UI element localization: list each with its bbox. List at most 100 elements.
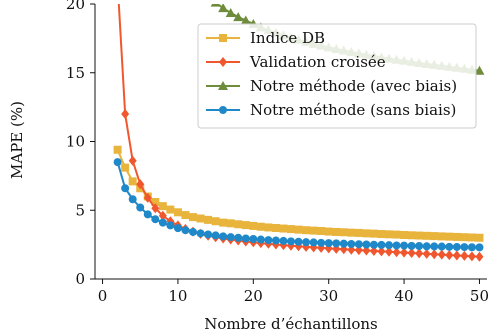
data-point — [437, 242, 446, 251]
y-axis-label: MAPE (%) — [8, 101, 26, 179]
data-point — [173, 224, 182, 233]
data-point — [452, 250, 461, 261]
data-point — [452, 242, 461, 251]
legend-swatch-marker — [219, 57, 227, 67]
data-point — [113, 145, 122, 154]
data-point — [422, 231, 431, 240]
data-point — [241, 234, 250, 243]
data-point — [218, 4, 229, 13]
data-point — [437, 232, 446, 241]
data-point — [339, 228, 348, 237]
data-point — [324, 227, 333, 236]
legend-item: Indice DB — [206, 29, 325, 47]
data-point — [377, 240, 386, 249]
data-point — [181, 211, 190, 220]
x-tick-label: 10 — [168, 287, 187, 305]
data-point — [392, 241, 401, 250]
legend-label: Validation croisée — [249, 53, 386, 71]
data-point — [369, 245, 378, 256]
data-point — [121, 109, 130, 119]
data-point — [219, 218, 228, 227]
data-point — [445, 250, 454, 261]
data-point — [369, 229, 378, 238]
data-point — [437, 249, 446, 260]
data-point — [354, 240, 363, 249]
data-point — [385, 241, 393, 250]
data-point — [279, 236, 288, 245]
data-point — [219, 232, 228, 241]
data-point — [467, 243, 476, 252]
legend-swatch-marker — [218, 81, 228, 90]
data-point — [467, 251, 476, 262]
legend: Indice DB Validation croisée Notre méthode… — [197, 23, 477, 129]
y-tick-label: 20 — [66, 0, 85, 13]
data-point — [189, 213, 197, 222]
data-point — [158, 202, 167, 211]
data-point — [294, 237, 303, 246]
data-point — [430, 249, 439, 260]
data-point — [264, 223, 273, 232]
data-point — [136, 203, 145, 212]
data-point — [166, 221, 175, 230]
legend-label: Notre méthode (avec biais) — [250, 77, 457, 95]
data-point — [264, 236, 273, 245]
data-point — [128, 177, 137, 186]
data-point — [475, 251, 484, 262]
data-point — [226, 233, 235, 242]
legend-swatch-marker — [219, 34, 227, 42]
data-point — [392, 247, 401, 258]
data-point — [309, 238, 318, 247]
data-point — [339, 239, 348, 248]
data-point — [271, 223, 280, 232]
data-point — [143, 210, 152, 219]
data-point — [407, 248, 416, 259]
legend-label: Indice DB — [250, 29, 325, 47]
data-point — [151, 203, 160, 214]
legend-item: Notre méthode (avec biais) — [206, 77, 457, 95]
data-point — [256, 222, 265, 231]
data-point — [143, 192, 152, 203]
data-point — [347, 239, 356, 248]
data-point — [240, 15, 251, 25]
data-point — [173, 208, 182, 217]
data-point — [121, 184, 130, 193]
data-point — [324, 239, 333, 248]
data-point — [362, 240, 371, 249]
data-point — [445, 242, 454, 251]
data-point — [400, 241, 409, 250]
data-point — [136, 179, 145, 190]
data-point — [158, 210, 167, 221]
data-point — [151, 215, 160, 224]
data-point — [128, 155, 137, 166]
data-point — [475, 243, 484, 252]
data-point — [196, 229, 205, 238]
data-point — [233, 12, 244, 22]
data-point — [377, 230, 386, 239]
data-point — [249, 221, 258, 230]
data-point — [249, 234, 258, 243]
data-point — [204, 230, 213, 239]
x-tick-label: 20 — [244, 287, 263, 305]
data-point — [294, 225, 303, 234]
data-point — [415, 248, 424, 259]
data-point — [211, 217, 220, 226]
data-point — [317, 238, 326, 247]
data-point — [369, 240, 378, 249]
data-point — [430, 242, 439, 251]
data-point — [317, 227, 326, 236]
data-point — [362, 245, 371, 256]
data-point — [181, 226, 190, 235]
data-point — [452, 232, 461, 241]
data-point — [128, 195, 137, 204]
data-point — [196, 214, 205, 223]
data-point — [151, 198, 160, 206]
x-tick-label: 0 — [98, 287, 108, 305]
data-point — [279, 224, 288, 233]
data-point — [460, 250, 469, 261]
data-point — [332, 239, 341, 248]
axes: 0 10 20 30 40 50 0 5 10 15 20 — [66, 0, 489, 305]
data-point — [445, 232, 454, 241]
data-point — [210, 4, 221, 7]
legend-item: Validation croisée — [206, 53, 386, 71]
